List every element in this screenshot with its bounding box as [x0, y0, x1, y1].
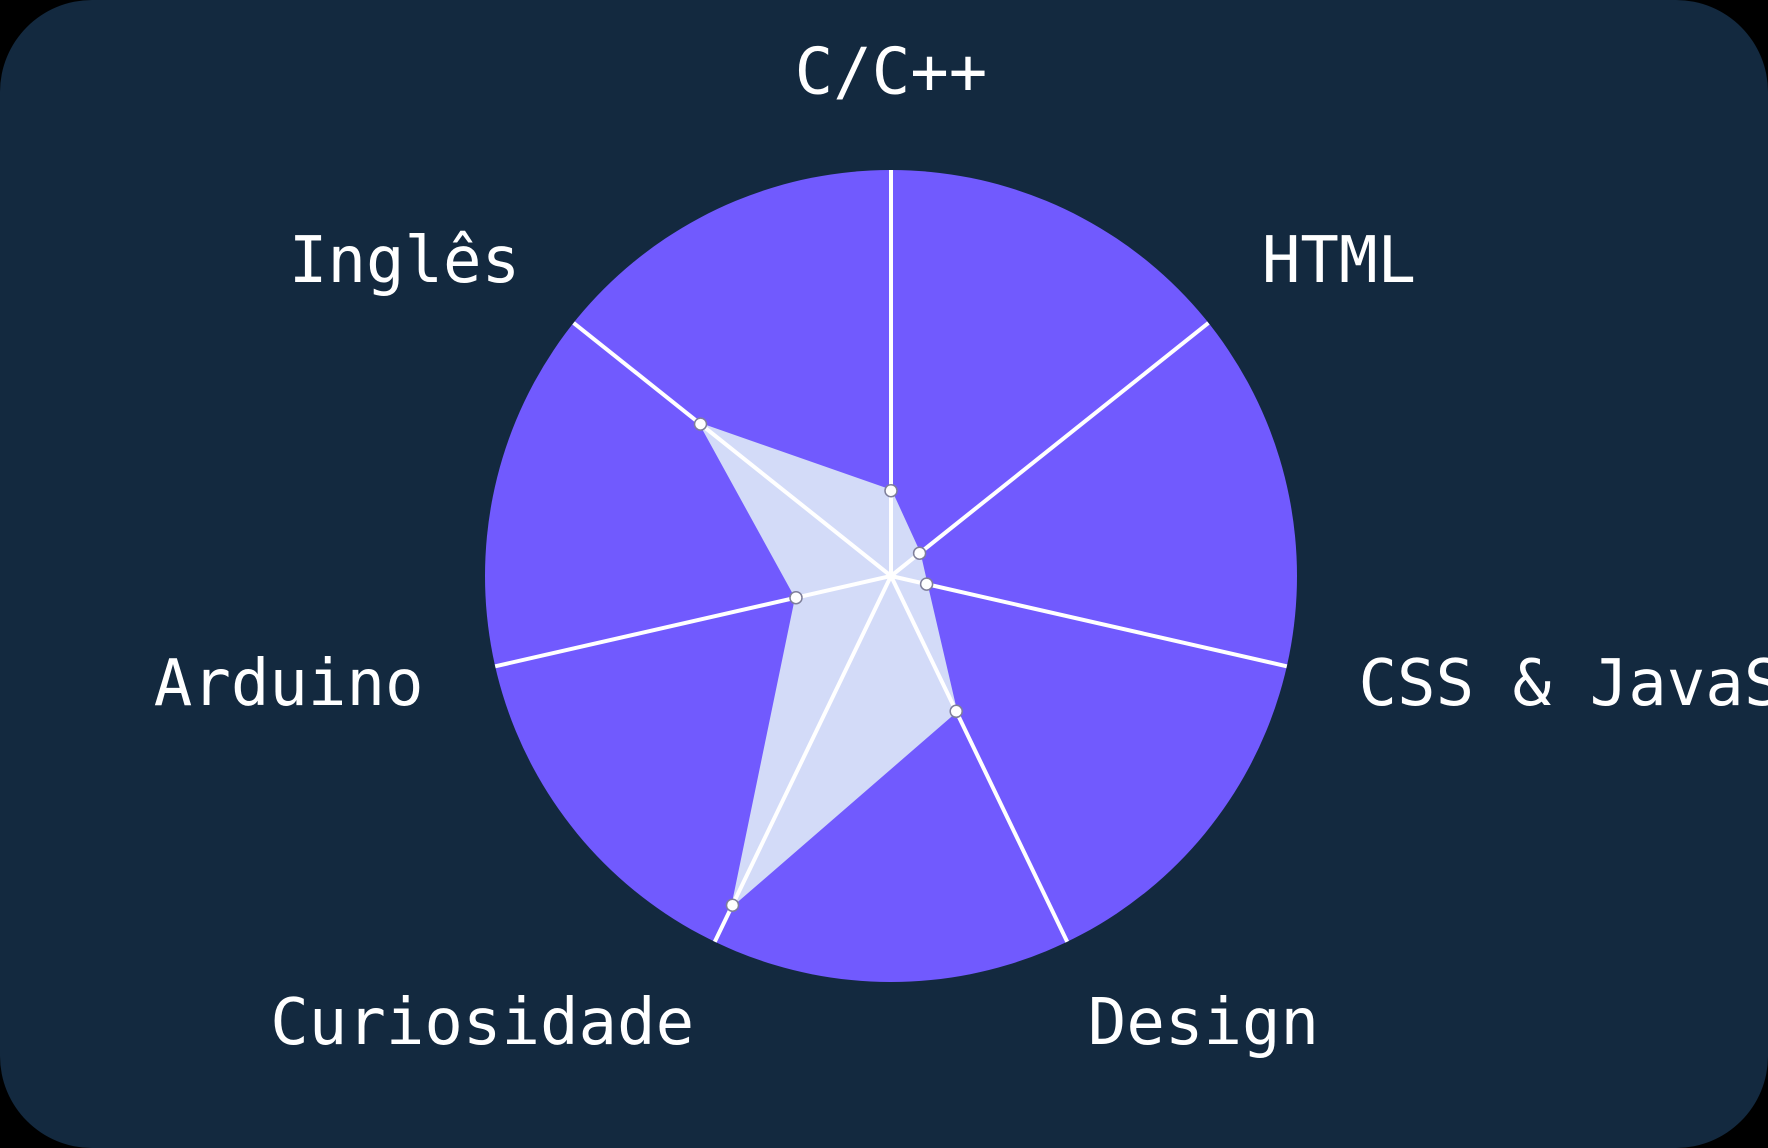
axis-line [889, 321, 1210, 578]
axis-label: Curiosidade [270, 986, 694, 1060]
data-point [789, 590, 803, 605]
axis-label: Inglês [289, 224, 520, 298]
data-point [884, 483, 898, 498]
axis-line [889, 575, 1070, 943]
data-point [949, 704, 963, 719]
data-point [725, 898, 740, 912]
axis-label: CSS & JavaScript [1359, 647, 1768, 721]
axis-label: Arduino [154, 647, 424, 721]
data-point [919, 577, 934, 591]
axis-line [890, 574, 1288, 669]
radar-points [693, 417, 963, 912]
radar-labels: C/C++ HTML CSS & JavaScript Design Curiosida… [154, 36, 1768, 1061]
data-point [912, 546, 927, 560]
axis-label: C/C++ [795, 36, 988, 110]
radar-axes [494, 170, 1288, 943]
axis-line [494, 574, 892, 669]
axis-label: Design [1088, 986, 1319, 1060]
axis-line [712, 575, 893, 943]
axis-line [572, 321, 893, 578]
axis-label: HTML [1262, 224, 1416, 298]
data-point [693, 417, 708, 431]
